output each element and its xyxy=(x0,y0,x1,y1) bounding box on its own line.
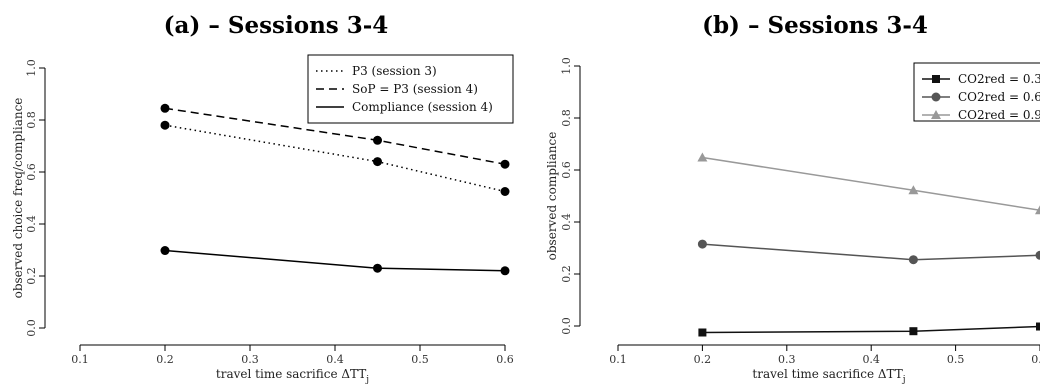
y-axis-label: observed compliance xyxy=(545,132,559,261)
x-tick-label: 0.6 xyxy=(1031,353,1040,366)
y-tick-label: 0.4 xyxy=(560,213,573,231)
data-point xyxy=(373,135,382,145)
series-line xyxy=(164,249,506,272)
panel-b: (b) – Sessions 3-4 0.1 0.2 0.3 0.4 0.5 0.6 trav… xyxy=(545,12,1040,384)
legend-label: CO2red = 0.6 xyxy=(958,90,1040,104)
series-line xyxy=(702,156,1040,212)
y-axis-label: observed choice freq/compliance xyxy=(11,98,25,299)
y-tick-label: 0.0 xyxy=(25,319,38,337)
data-point xyxy=(909,327,918,336)
data-point xyxy=(1036,322,1040,331)
series-0 xyxy=(160,120,510,196)
legend: P3 (session 3) SoP = P3 (session 4) Compli… xyxy=(307,54,514,124)
panel-a: (a) – Sessions 3-4 0.1 0.2 0.3 0.4 0.5 0.6 trav… xyxy=(11,12,514,384)
series-line xyxy=(702,325,1040,334)
legend-marker xyxy=(931,110,941,119)
y-tick-label: 0.8 xyxy=(25,111,38,129)
series-1 xyxy=(697,239,1040,265)
x-axis-label-subscript: j xyxy=(365,375,369,384)
data-point xyxy=(1035,205,1040,215)
data-point xyxy=(373,263,382,273)
data-point xyxy=(373,157,382,167)
x-tick-label: 0.1 xyxy=(609,353,627,366)
legend: CO2red = 0.3 CO2red = 0.6 CO2red = 0.9 xyxy=(913,62,1040,122)
data-point xyxy=(698,328,707,337)
data-point xyxy=(160,103,170,113)
series-0 xyxy=(698,322,1040,337)
y-tick-label: 0.6 xyxy=(560,161,573,179)
x-tick-label: 0.2 xyxy=(156,353,174,366)
data-point xyxy=(160,246,170,256)
series-line xyxy=(702,243,1040,261)
x-tick-label: 0.5 xyxy=(947,353,965,366)
legend-label: P3 (session 3) xyxy=(352,64,437,78)
x-axis-label: travel time sacrifice ΔTTj xyxy=(752,367,905,384)
data-point xyxy=(500,187,510,196)
y-tick-label: 0.2 xyxy=(560,265,573,283)
data-point xyxy=(908,255,918,265)
series-2 xyxy=(697,152,1040,215)
data-point xyxy=(500,159,510,169)
x-tick-label: 0.2 xyxy=(694,353,712,366)
y-tick-label: 0.0 xyxy=(560,317,573,335)
x-tick-label: 0.1 xyxy=(71,353,89,366)
data-point xyxy=(160,120,170,130)
data-point xyxy=(500,266,510,276)
x-axis-label-subscript: j xyxy=(902,375,906,384)
data-point xyxy=(697,239,707,249)
chart-title: (a) – Sessions 3-4 xyxy=(164,12,389,39)
x-axis-label-main: travel time sacrifice ΔTT xyxy=(216,367,366,381)
chart-title: (b) – Sessions 3-4 xyxy=(702,12,928,39)
x-tick-label: 0.3 xyxy=(241,353,259,366)
data-point xyxy=(908,185,919,195)
y-tick-label: 0.6 xyxy=(25,163,38,181)
y-tick-label: 0.2 xyxy=(25,267,38,285)
legend-marker xyxy=(932,75,940,83)
y-tick-label: 0.4 xyxy=(25,215,38,233)
legend-label: Compliance (session 4) xyxy=(352,100,493,114)
y-tick-label: 0.8 xyxy=(560,109,573,127)
legend-label: CO2red = 0.9 xyxy=(958,108,1040,122)
x-tick-label: 0.6 xyxy=(496,353,514,366)
x-axis-label: travel time sacrifice ΔTTj xyxy=(216,367,369,384)
x-tick-label: 0.4 xyxy=(326,353,344,366)
y-tick-label: 1.0 xyxy=(25,59,38,77)
x-tick-label: 0.4 xyxy=(862,353,880,366)
series-2 xyxy=(160,246,510,276)
legend-label: SoP = P3 (session 4) xyxy=(352,82,478,96)
y-tick-label: 1.0 xyxy=(560,57,573,75)
series-line xyxy=(164,124,506,193)
x-tick-label: 0.3 xyxy=(778,353,796,366)
x-tick-label: 0.5 xyxy=(411,353,429,366)
x-axis-label-main: travel time sacrifice ΔTT xyxy=(752,367,902,381)
series-1 xyxy=(160,103,510,169)
legend-box xyxy=(913,62,1040,122)
legend-label: CO2red = 0.3 xyxy=(958,72,1040,86)
legend-marker xyxy=(931,92,941,102)
data-point xyxy=(1035,250,1040,260)
data-point xyxy=(697,152,708,162)
